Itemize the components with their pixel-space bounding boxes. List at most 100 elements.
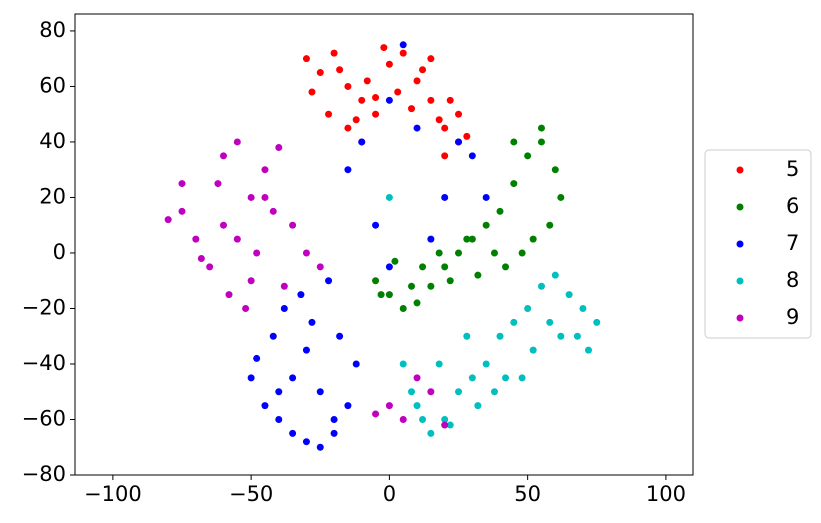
point [463,235,471,243]
point [441,415,449,423]
point [565,291,573,299]
point [372,221,380,229]
legend-marker [736,277,744,285]
point [344,124,352,132]
point [358,96,366,104]
point [233,235,241,243]
x-tick-label: 0 [383,482,396,506]
point [435,249,443,257]
point [269,207,277,215]
legend-label: 6 [786,194,799,218]
point [482,221,490,229]
point [427,96,435,104]
point [344,166,352,174]
point [344,402,352,410]
point [446,421,454,429]
point [219,152,227,160]
point [413,77,421,85]
point [399,360,407,368]
legend-label: 9 [786,305,799,329]
point [325,277,333,285]
point [435,360,443,368]
point [399,41,407,49]
point [316,263,324,271]
point [408,388,416,396]
x-tick-label: −100 [84,482,142,506]
point [225,291,233,299]
point [247,277,255,285]
x-tick-label: −50 [229,482,273,506]
point [399,304,407,312]
point [419,66,427,74]
y-tick-label: 80 [39,18,66,42]
point [302,55,310,63]
point [372,110,380,118]
point [233,138,241,146]
point [468,152,476,160]
point [482,193,490,201]
legend-box [704,149,812,339]
point [330,429,338,437]
point [385,402,393,410]
point [510,138,518,146]
point [302,249,310,257]
point [269,332,277,340]
y-tick-label: 0 [53,240,66,264]
point [441,152,449,160]
point [427,235,435,243]
point [289,221,297,229]
point [463,132,471,140]
point [474,402,482,410]
point [372,410,380,418]
plot-frame [74,13,694,476]
point [413,124,421,132]
point [253,249,261,257]
point [380,44,388,52]
point [496,207,504,215]
legend-marker [736,314,744,322]
point [455,138,463,146]
point [482,360,490,368]
point [463,332,471,340]
point [413,402,421,410]
point [441,124,449,132]
point [441,263,449,271]
y-tick-label: −20 [22,295,66,319]
point [385,60,393,68]
point [529,235,537,243]
point [468,374,476,382]
point [280,304,288,312]
point [197,255,205,263]
point [280,282,288,290]
point [502,374,510,382]
point [261,166,269,174]
point [546,221,554,229]
point [352,360,360,368]
point [537,124,545,132]
point [344,82,352,90]
point [385,193,393,201]
legend-label: 5 [786,157,799,181]
point [474,271,482,279]
point [289,374,297,382]
legend-marker [736,240,744,248]
x-tick-label: 100 [646,482,686,506]
point [446,277,454,285]
point [510,318,518,326]
legend-label: 7 [786,231,799,255]
legend-label: 8 [786,268,799,292]
point [518,374,526,382]
y-tick-label: 60 [39,73,66,97]
point [261,193,269,201]
point [510,180,518,188]
point [385,96,393,104]
point [206,263,214,271]
point [372,277,380,285]
point [546,318,554,326]
point [391,257,399,265]
point [308,318,316,326]
point [247,193,255,201]
point [247,374,255,382]
point [385,291,393,299]
